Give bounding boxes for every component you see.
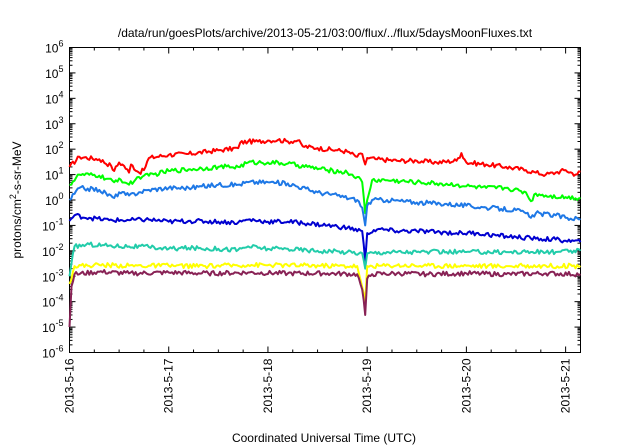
series-line xyxy=(69,159,581,215)
x-tick-label: 2013-5-19 xyxy=(360,358,374,413)
y-tick-label: 100 xyxy=(45,191,63,208)
series-line xyxy=(68,179,581,227)
y-tick-label: 10-3 xyxy=(42,267,63,284)
y-tick-label: 10-1 xyxy=(42,216,63,233)
x-tick-label: 2013-5-18 xyxy=(261,358,275,413)
chart-title: /data/run/goesPlots/archive/2013-05-21/0… xyxy=(118,26,533,40)
series-line xyxy=(68,137,581,177)
x-tick-label: 2013-5-16 xyxy=(63,358,77,413)
y-tick-label: 10-6 xyxy=(42,344,63,361)
y-tick-label: 10-5 xyxy=(42,318,63,335)
y-axis: 10-6 10-5 10-4 10-3 10-2 10-1 100 101 102 103 104 1… xyxy=(42,39,581,361)
x-axis: 2013-5-16 2013-5-17 2013-5-18 2013-5-19 2013… xyxy=(63,47,573,413)
series-line xyxy=(68,269,582,328)
x-axis-title: Coordinated Universal Time (UTC) xyxy=(232,431,416,445)
series-line xyxy=(68,213,582,262)
series-line xyxy=(68,262,581,303)
series-layer xyxy=(68,137,582,328)
y-tick-label: 101 xyxy=(45,166,63,183)
plot-frame xyxy=(69,47,581,353)
series-line xyxy=(68,241,582,277)
y-axis-title: protons/cm2-s-sr-MeV xyxy=(8,141,24,258)
y-tick-label: 106 xyxy=(45,39,63,56)
y-tick-label: 104 xyxy=(45,89,63,106)
y-tick-label: 10-2 xyxy=(42,242,63,259)
y-tick-label: 102 xyxy=(45,140,63,157)
y-tick-label: 103 xyxy=(45,115,63,132)
y-tick-label: 105 xyxy=(45,64,63,81)
y-tick-label: 10-4 xyxy=(42,293,63,310)
x-tick-label: 2013-5-21 xyxy=(559,358,573,413)
x-tick-label: 2013-5-20 xyxy=(459,358,473,413)
x-tick-label: 2013-5-17 xyxy=(162,358,176,413)
